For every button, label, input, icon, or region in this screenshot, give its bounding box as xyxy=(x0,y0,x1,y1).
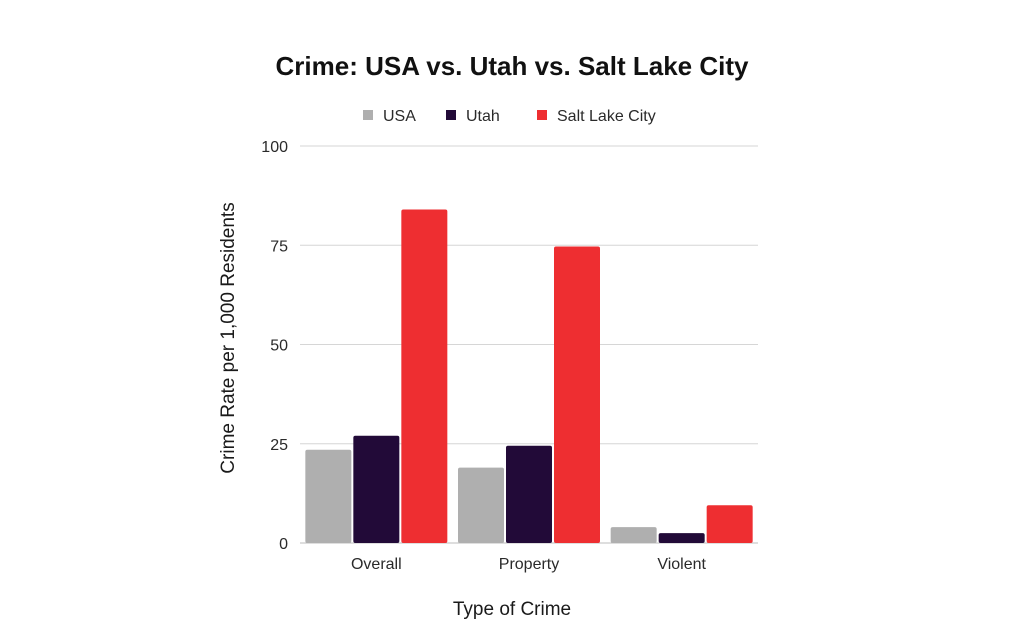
y-tick-label: 0 xyxy=(279,536,288,553)
x-tick-label: Violent xyxy=(657,556,706,573)
legend-swatch xyxy=(363,110,373,120)
bars xyxy=(305,209,753,544)
bar-salt-lake-city-violent xyxy=(706,505,753,543)
y-tick-label: 100 xyxy=(261,139,288,156)
legend-swatch xyxy=(446,110,456,120)
y-tick-label: 50 xyxy=(270,338,288,355)
legend-label: Salt Lake City xyxy=(557,108,656,125)
y-tick-label: 75 xyxy=(270,238,288,255)
legend-swatch xyxy=(537,110,547,120)
bar-usa-overall xyxy=(305,449,352,543)
x-axis-title: Type of Crime xyxy=(453,599,571,620)
legend-label: Utah xyxy=(466,108,500,125)
x-tick-label: Property xyxy=(499,556,559,573)
x-axis-ticks: Overall Property Violent xyxy=(351,556,707,573)
bar-utah-property xyxy=(506,445,552,543)
bar-usa-property xyxy=(458,467,504,543)
bar-utah-overall xyxy=(353,435,400,543)
y-axis-ticks: 0 25 50 75 100 xyxy=(261,139,288,553)
chart-title: Crime: USA vs. Utah vs. Salt Lake City xyxy=(276,51,750,81)
y-tick-label: 25 xyxy=(270,437,288,454)
bar-utah-violent xyxy=(658,533,705,543)
bar-usa-violent xyxy=(610,527,657,543)
legend-label: USA xyxy=(383,108,416,125)
x-tick-label: Overall xyxy=(351,556,402,573)
bar-salt-lake-city-overall xyxy=(401,209,448,543)
bar-salt-lake-city-property xyxy=(554,246,600,544)
chart-legend: USA Utah Salt Lake City xyxy=(363,108,656,125)
y-axis-title: Crime Rate per 1,000 Residents xyxy=(218,202,239,473)
